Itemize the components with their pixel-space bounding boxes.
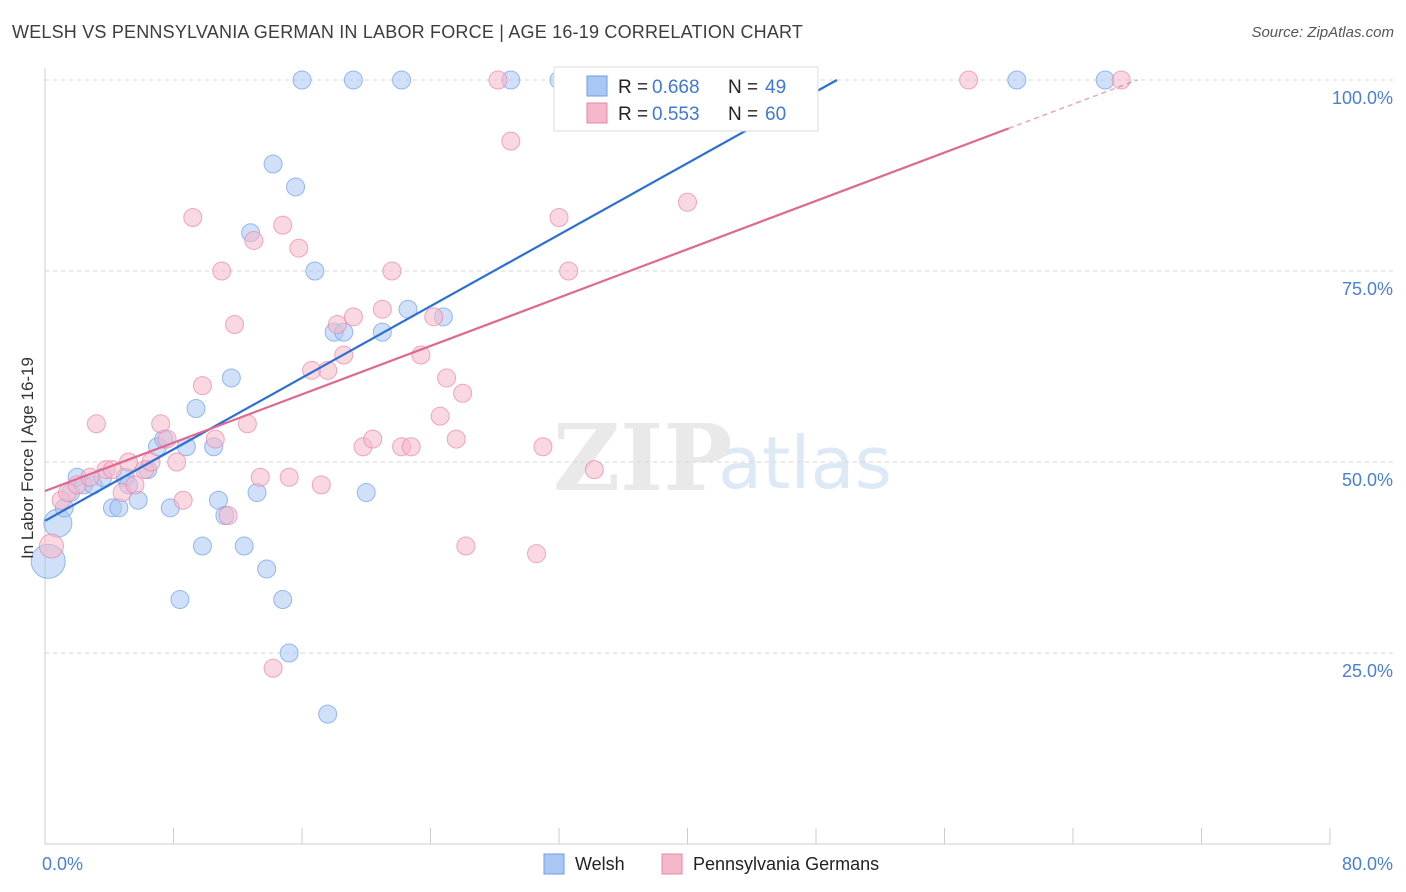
pennsylvania-german-point bbox=[86, 414, 106, 434]
welsh-point bbox=[279, 643, 299, 663]
pennsylvania-german-point bbox=[372, 299, 392, 319]
bottom-legend-swatch-welsh bbox=[543, 853, 565, 875]
pennsylvania-german-point bbox=[488, 70, 508, 90]
pennsylvania-german-point bbox=[424, 307, 444, 327]
pennsylvania-german-point bbox=[527, 544, 547, 564]
pennsylvania-german-point bbox=[437, 368, 457, 388]
legend-r-value: 0.668 bbox=[652, 77, 700, 98]
pennsylvania-german-point bbox=[205, 429, 225, 449]
legend-n-label: N = bbox=[728, 77, 758, 98]
welsh-point bbox=[257, 559, 277, 579]
axes bbox=[44, 68, 1331, 845]
pennsylvania-german-point bbox=[183, 208, 203, 228]
gridlines bbox=[45, 79, 1393, 654]
pennsylvania-german-point bbox=[584, 460, 604, 480]
pennsylvania-german-point bbox=[501, 131, 521, 151]
y-tick-label: 75.0% bbox=[1342, 279, 1393, 299]
bottom-legend-label-pennsylvania-germans: Pennsylvania Germans bbox=[693, 854, 879, 874]
pennsylvania-german-point bbox=[453, 383, 473, 403]
chart-source: Source: ZipAtlas.com bbox=[1251, 24, 1394, 41]
pennsylvania-german-point bbox=[263, 658, 283, 678]
pennsylvania-german-point bbox=[533, 437, 553, 457]
watermark: ZIP atlas bbox=[553, 404, 892, 512]
bottom-legend-swatch-pennsylvania-germans bbox=[661, 853, 683, 875]
svg-text:ZIP: ZIP bbox=[553, 404, 732, 512]
welsh-point bbox=[286, 177, 306, 197]
pennsylvania-german-point bbox=[279, 467, 299, 487]
pennsylvania-german-point bbox=[456, 536, 476, 556]
data-points bbox=[30, 70, 1131, 724]
y-tick-label: 50.0% bbox=[1342, 470, 1393, 490]
welsh-point bbox=[305, 261, 325, 281]
welsh-point bbox=[263, 154, 283, 174]
chart-title: WELSH VS PENNSYLVANIA GERMAN IN LABOR FO… bbox=[12, 22, 804, 42]
legend-swatch-welsh bbox=[586, 75, 608, 97]
pennsylvania-german-trend-line bbox=[44, 127, 1010, 493]
pennsylvania-german-point bbox=[192, 376, 212, 396]
pennsylvania-german-point bbox=[250, 467, 270, 487]
pennsylvania-german-point bbox=[430, 406, 450, 426]
pennsylvania-german-point bbox=[327, 314, 347, 334]
pennsylvania-german-point bbox=[343, 307, 363, 327]
legend-swatch-pennsylvania-germans bbox=[586, 102, 608, 124]
pennsylvania-german-point bbox=[218, 505, 238, 525]
welsh-trend-line bbox=[44, 79, 838, 522]
x-tick-label: 80.0% bbox=[1342, 854, 1393, 874]
trend-lines bbox=[44, 79, 1138, 522]
x-tick-label: 0.0% bbox=[42, 854, 83, 874]
welsh-point bbox=[392, 70, 412, 90]
pennsylvania-german-point bbox=[382, 261, 402, 281]
svg-text:atlas: atlas bbox=[718, 421, 892, 505]
pennsylvania-german-point bbox=[38, 533, 64, 559]
pennsylvania-german-point bbox=[167, 452, 187, 472]
stats-legend: R = 0.668 N = 49 R = 0.553 N = 60 bbox=[553, 66, 819, 132]
pennsylvania-german-point bbox=[289, 238, 309, 258]
pennsylvania-german-point bbox=[273, 215, 293, 235]
welsh-point bbox=[234, 536, 254, 556]
y-tick-label: 25.0% bbox=[1342, 661, 1393, 681]
welsh-point bbox=[1007, 70, 1027, 90]
bottom-legend: Welsh Pennsylvania Germans bbox=[543, 853, 879, 875]
welsh-point bbox=[170, 590, 190, 610]
pennsylvania-german-point bbox=[225, 314, 245, 334]
welsh-point bbox=[186, 399, 206, 419]
pennsylvania-german-point bbox=[401, 437, 421, 457]
pennsylvania-german-point bbox=[678, 192, 697, 212]
pennsylvania-german-point bbox=[173, 490, 193, 510]
legend-n-label: N = bbox=[728, 104, 758, 125]
legend-n-value: 60 bbox=[765, 104, 786, 125]
pennsylvania-german-point bbox=[311, 475, 331, 495]
pennsylvania-german-trend-extension bbox=[1008, 79, 1138, 130]
welsh-point bbox=[1095, 70, 1115, 90]
welsh-point bbox=[343, 70, 363, 90]
pennsylvania-german-point bbox=[549, 208, 569, 228]
legend-n-value: 49 bbox=[765, 77, 786, 98]
pennsylvania-german-point bbox=[446, 429, 466, 449]
welsh-point bbox=[221, 368, 241, 388]
pennsylvania-german-point bbox=[1111, 70, 1131, 90]
pennsylvania-german-point bbox=[125, 475, 145, 495]
pennsylvania-german-point bbox=[244, 230, 264, 250]
pennsylvania-german-point bbox=[363, 429, 383, 449]
legend-r-value: 0.553 bbox=[652, 104, 700, 125]
pennsylvania-german-point bbox=[959, 70, 979, 90]
welsh-point bbox=[192, 536, 212, 556]
welsh-point bbox=[318, 704, 338, 724]
legend-r-label: R = bbox=[618, 77, 648, 98]
bottom-legend-label-welsh: Welsh bbox=[575, 854, 625, 874]
y-tick-label: 100.0% bbox=[1332, 88, 1393, 108]
pennsylvania-german-point bbox=[559, 261, 579, 281]
welsh-point bbox=[273, 590, 293, 610]
welsh-point bbox=[356, 483, 376, 503]
y-axis-label: In Labor Force | Age 16-19 bbox=[18, 357, 37, 559]
legend-r-label: R = bbox=[618, 104, 648, 125]
pennsylvania-german-point bbox=[212, 261, 232, 281]
welsh-point bbox=[292, 70, 312, 90]
